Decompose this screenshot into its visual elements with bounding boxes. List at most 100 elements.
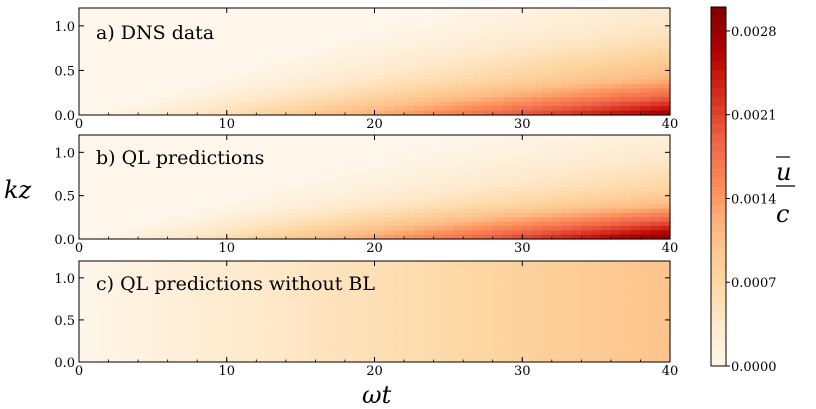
heat-cell	[177, 169, 188, 175]
heat-cell	[522, 234, 533, 240]
heat-cell	[522, 357, 533, 363]
heat-cell	[167, 70, 179, 76]
heat-cell	[541, 65, 553, 72]
heat-cell	[335, 156, 346, 162]
heat-cell	[325, 48, 336, 54]
heat-cell	[216, 311, 228, 317]
heat-cell	[601, 110, 612, 116]
heat-cell	[453, 174, 464, 179]
heat-cell	[433, 135, 445, 140]
heat-cell	[276, 345, 287, 350]
heat-cell	[305, 83, 316, 89]
colorbar-band	[711, 285, 726, 295]
heat-cell	[207, 178, 218, 184]
heat-cell	[610, 191, 622, 197]
heat-cell	[226, 298, 238, 304]
heat-cell	[167, 148, 179, 153]
heat-cell	[404, 165, 415, 171]
heat-cell	[512, 8, 523, 14]
heat-cell	[364, 92, 376, 98]
heat-cell	[118, 311, 129, 317]
heat-cell	[561, 8, 573, 14]
heat-cell	[413, 353, 425, 359]
heat-cell	[128, 332, 139, 338]
heat-cell	[512, 357, 523, 363]
heat-cell	[551, 174, 563, 179]
heat-cell	[473, 204, 484, 210]
heat-cell	[551, 269, 563, 275]
heat-cell	[88, 174, 100, 179]
heat-cell	[157, 298, 169, 304]
heat-cell	[660, 12, 671, 18]
heat-cell	[295, 261, 307, 266]
heat-cell	[335, 57, 346, 63]
heat-cell	[630, 165, 642, 171]
heat-cell	[118, 191, 129, 197]
heat-cell	[285, 226, 297, 231]
heat-cell	[256, 319, 267, 325]
y-tick-label: 0.5	[54, 314, 75, 329]
heat-cell	[522, 48, 533, 54]
heat-cell	[207, 357, 218, 363]
heat-cell	[354, 286, 366, 292]
heat-cell	[285, 353, 297, 359]
heat-cell	[473, 311, 484, 317]
heat-cell	[177, 152, 188, 158]
heat-cell	[128, 110, 139, 116]
heat-cell	[551, 294, 563, 300]
heat-cell	[463, 39, 474, 45]
heat-cell	[138, 156, 149, 162]
heat-cell	[522, 156, 533, 162]
heat-cell	[236, 43, 248, 49]
heat-cell	[207, 48, 218, 54]
heat-cell	[581, 48, 592, 54]
heat-cell	[266, 315, 277, 321]
heat-cell	[512, 269, 523, 275]
heat-cell	[236, 328, 248, 334]
heat-cell	[98, 217, 110, 223]
heat-cell	[413, 307, 425, 313]
heat-cell	[276, 217, 287, 223]
heat-cell	[98, 336, 110, 342]
heat-cell	[532, 39, 543, 45]
heat-cell	[98, 92, 110, 98]
heat-cell	[571, 8, 582, 14]
heat-cell	[118, 277, 129, 283]
heat-cell	[581, 353, 592, 359]
heat-cell	[118, 217, 129, 223]
heat-cell	[88, 165, 100, 171]
heat-cell	[266, 328, 277, 334]
heat-cell	[541, 200, 553, 205]
heat-cell	[354, 169, 366, 175]
heat-cell	[325, 230, 336, 236]
heat-cell	[167, 39, 179, 45]
heat-cell	[236, 340, 248, 346]
heat-cell	[276, 336, 287, 342]
heat-cell	[147, 273, 159, 279]
heat-cell	[502, 174, 513, 179]
heat-cell	[571, 290, 582, 296]
heat-cell	[266, 16, 277, 22]
heat-cell	[276, 92, 287, 98]
heat-cell	[404, 52, 415, 58]
heat-cell	[246, 165, 257, 171]
heat-cell	[561, 16, 573, 22]
heat-cell	[640, 12, 651, 18]
heat-cell	[207, 204, 218, 210]
heat-cell	[561, 25, 573, 31]
heat-cell	[236, 12, 248, 18]
heat-cell	[295, 25, 307, 31]
heat-cell	[79, 357, 90, 363]
heat-cell	[532, 161, 543, 166]
heat-cell	[118, 269, 129, 275]
heat-cell	[463, 165, 474, 171]
heat-cell	[276, 200, 287, 205]
heat-cell	[601, 34, 612, 40]
heat-cell	[128, 269, 139, 275]
heat-cell	[216, 135, 228, 140]
heat-cell	[404, 195, 415, 201]
heat-cell	[394, 357, 405, 363]
heat-cell	[561, 178, 573, 184]
heat-cell	[157, 234, 169, 240]
heat-cell	[443, 74, 454, 80]
